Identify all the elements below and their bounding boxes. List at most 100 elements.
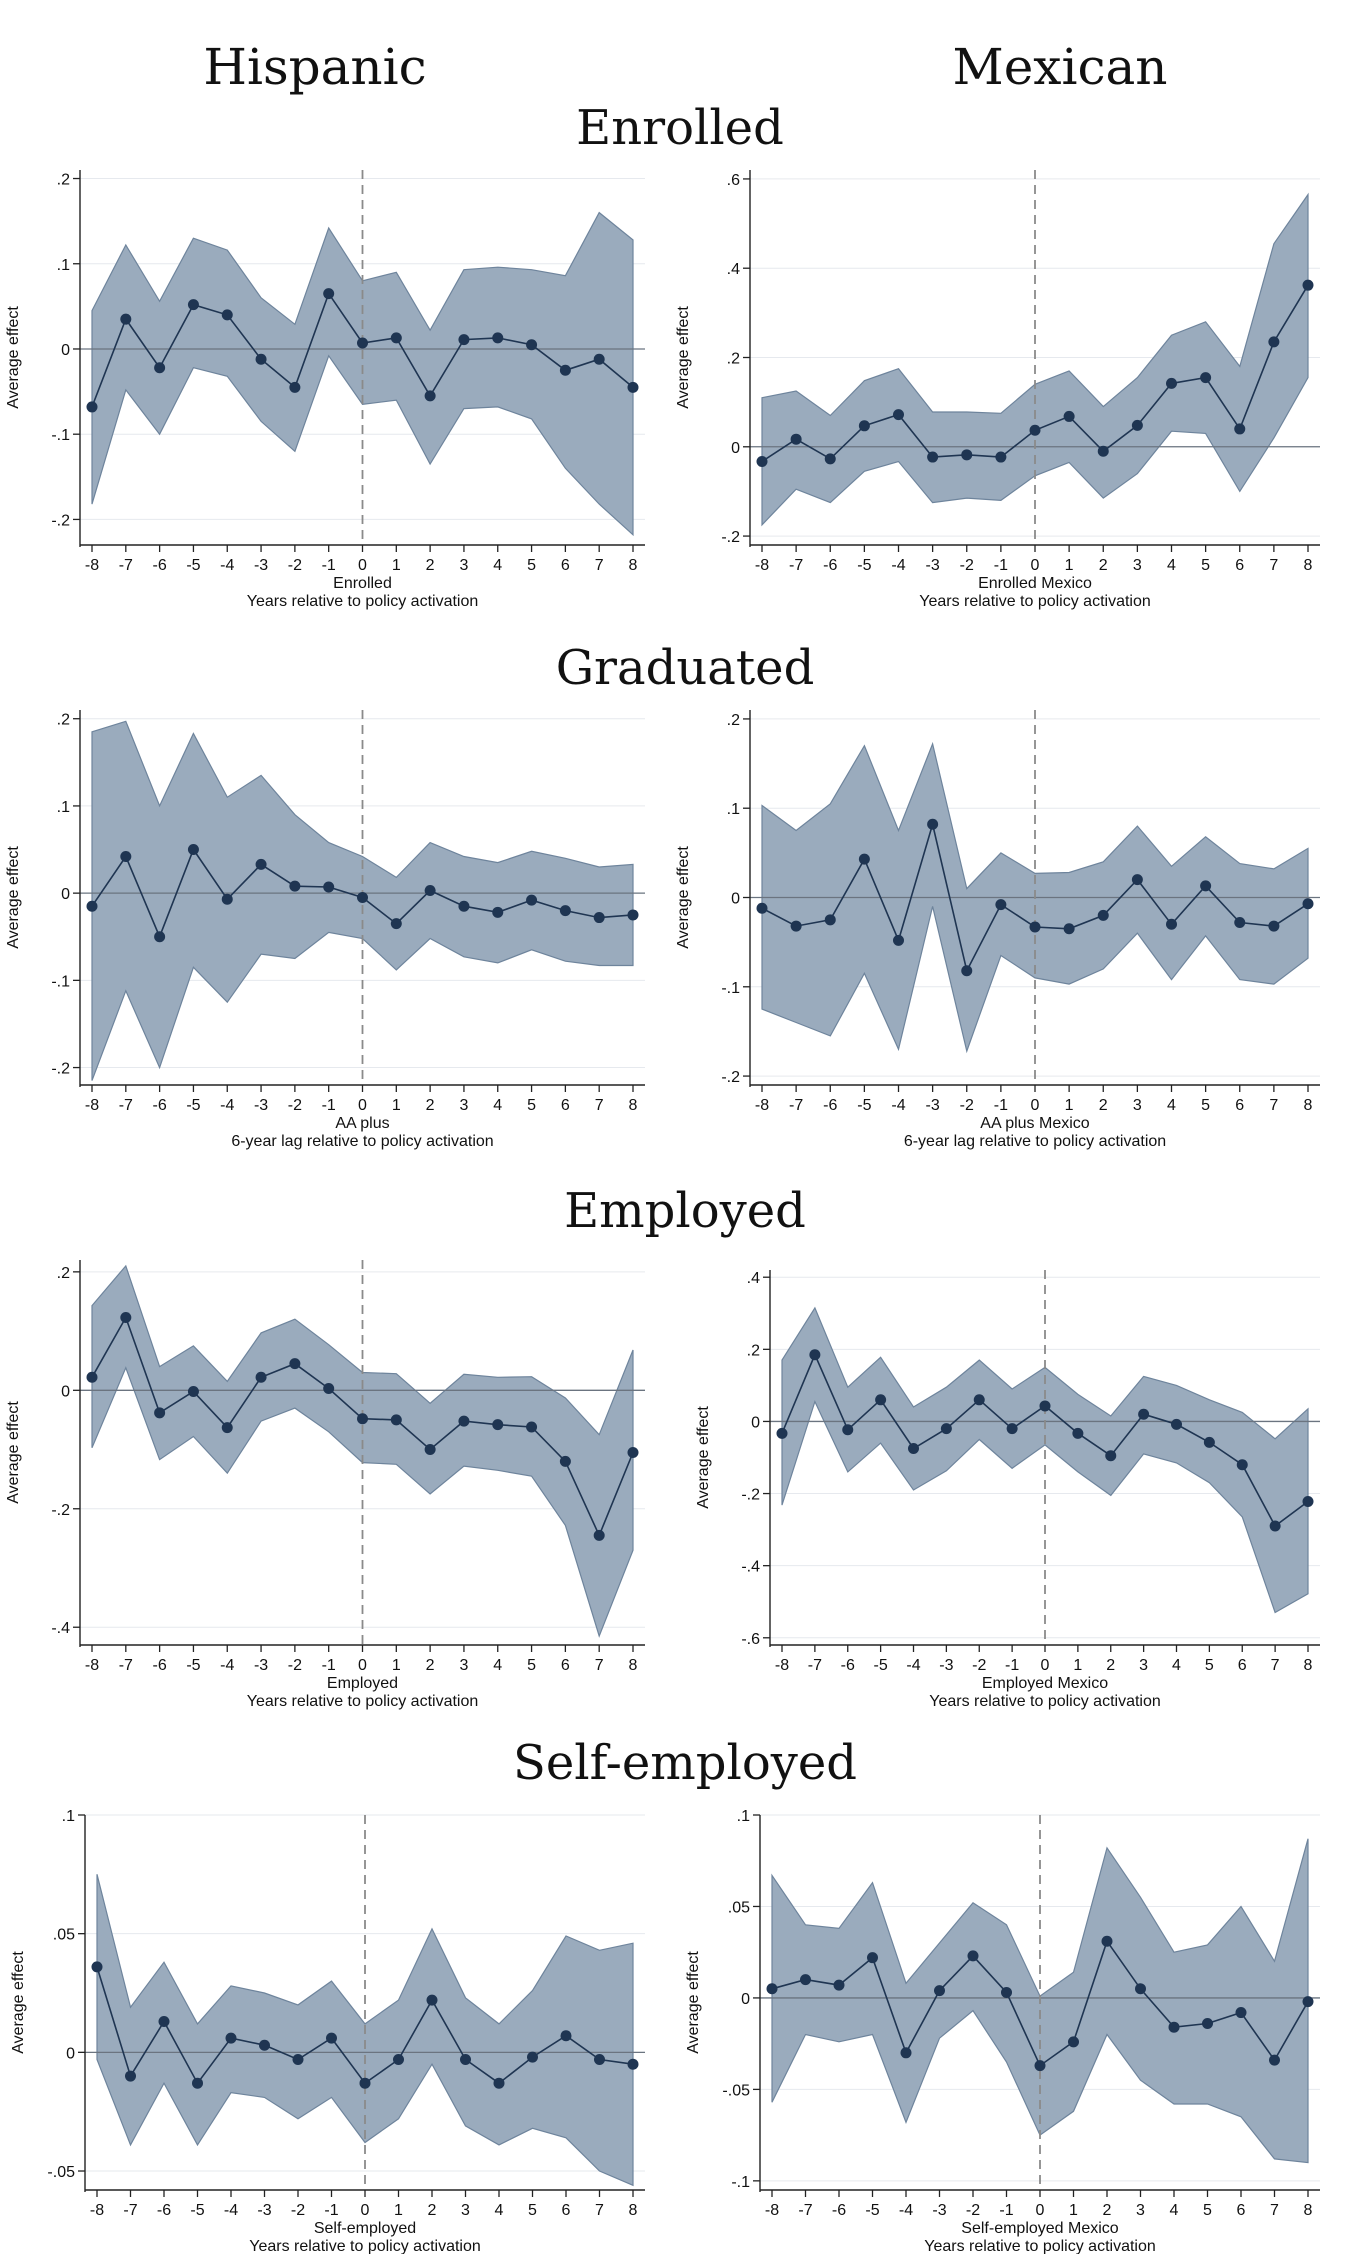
chart-4-xtick-label-11: 3 — [459, 1657, 468, 1674]
chart-6-xtick-label-11: 3 — [461, 2202, 470, 2219]
chart-1-point-14 — [1234, 423, 1246, 435]
chart-7-xtick-label-13: 5 — [1203, 2202, 1212, 2219]
chart-4-xtick-label-4: -4 — [220, 1657, 234, 1674]
chart-2-xtick-label-9: 1 — [392, 1097, 401, 1114]
chart-6-xtick-label-15: 7 — [595, 2202, 604, 2219]
chart-2-xtick-label-11: 3 — [459, 1097, 468, 1114]
chart-7-point-16 — [1302, 1996, 1314, 2008]
chart-7-xtick-label-7: -1 — [999, 2202, 1013, 2219]
chart-7-xtick-label-3: -5 — [865, 2202, 879, 2219]
chart-0-point-7 — [323, 288, 335, 300]
chart-4-point-9 — [390, 1414, 402, 1426]
chart-0-xtick-label-5: -3 — [254, 557, 268, 574]
chart-0-point-10 — [424, 390, 436, 402]
chart-6-xtick-label-4: -4 — [224, 2202, 238, 2219]
chart-1-point-0 — [756, 456, 768, 468]
chart-0-point-11 — [458, 334, 470, 346]
chart-0-xtick-label-3: -5 — [186, 557, 200, 574]
chart-1-xtick-label-6: -2 — [960, 557, 974, 574]
chart-1-confidence-band — [761, 192, 1309, 527]
chart-4-ytick-label-2: 0 — [61, 1383, 70, 1400]
chart-7-xtick-label-1: -7 — [798, 2202, 812, 2219]
chart-3-ytick-label-0: -.2 — [721, 1069, 740, 1086]
chart-3-xtick-label-5: -3 — [926, 1097, 940, 1114]
chart-4-xtick-label-7: -1 — [322, 1657, 336, 1674]
chart-5-xtick-label-13: 5 — [1205, 1657, 1214, 1674]
chart-0-xtick-label-10: 2 — [426, 557, 435, 574]
chart-2-xtick-label-16: 8 — [629, 1097, 638, 1114]
chart-2-point-11 — [458, 900, 470, 912]
column-title-mexican: Mexican — [952, 38, 1168, 96]
chart-1-xtick-label-9: 1 — [1065, 557, 1074, 574]
chart-6-point-3 — [192, 2077, 203, 2089]
chart-3-xtick-label-13: 5 — [1201, 1097, 1210, 1114]
chart-7-point-6 — [967, 1950, 979, 1962]
chart-6-xtick-label-14: 6 — [562, 2202, 571, 2219]
chart-4-confidence-band — [91, 1264, 634, 1638]
chart-1-xtick-label-14: 6 — [1235, 557, 1244, 574]
chart-2-point-16 — [627, 909, 639, 921]
chart-5-point-3 — [875, 1394, 887, 1406]
chart-5-point-11 — [1138, 1408, 1150, 1420]
chart-3-point-4 — [893, 934, 904, 946]
chart-6-point-12 — [493, 2077, 505, 2089]
chart-4-point-3 — [187, 1385, 199, 1397]
chart-3-xtick-label-8: 0 — [1031, 1097, 1040, 1114]
chart-3-xtick-label-14: 6 — [1235, 1097, 1244, 1114]
chart-2-xtick-label-8: 0 — [358, 1097, 367, 1114]
chart-5-ytick-label-1: -.4 — [741, 1559, 760, 1576]
chart-6-ytick-label-1: 0 — [66, 2045, 75, 2062]
chart-3-point-9 — [1063, 923, 1075, 935]
chart-7-point-14 — [1235, 2007, 1247, 2019]
chart-7-xtick-label-0: -8 — [765, 2202, 779, 2219]
chart-3-xtick-label-16: 8 — [1304, 1097, 1313, 1114]
chart-0-point-5 — [255, 353, 267, 365]
chart-7-xtick-label-11: 3 — [1136, 2202, 1145, 2219]
chart-0-ytick-label-0: -.2 — [51, 512, 70, 529]
chart-1-point-6 — [961, 449, 973, 461]
chart-5-xlabel-2: Years relative to policy activation — [929, 1693, 1161, 1710]
chart-2-xtick-label-4: -4 — [220, 1097, 234, 1114]
chart-6-point-7 — [326, 2032, 337, 2044]
chart-0-point-2 — [154, 362, 166, 374]
chart-5-point-8 — [1039, 1400, 1051, 1412]
chart-5-xtick-label-14: 6 — [1238, 1657, 1247, 1674]
chart-1-xtick-label-2: -6 — [823, 557, 837, 574]
chart-2-xlabel-2: 6-year lag relative to policy activation — [231, 1133, 493, 1150]
chart-1-xtick-label-5: -3 — [926, 557, 940, 574]
chart-3-xtick-label-1: -7 — [789, 1097, 803, 1114]
chart-7-xtick-label-5: -3 — [932, 2202, 946, 2219]
chart-4-point-5 — [255, 1371, 267, 1383]
chart-7-xlabel-2: Years relative to policy activation — [924, 2238, 1156, 2254]
chart-6-xtick-label-10: 2 — [428, 2202, 437, 2219]
chart-1-point-12 — [1166, 377, 1177, 389]
chart-7-ytick-label-0: -.1 — [731, 2174, 750, 2191]
chart-7-xtick-label-6: -2 — [966, 2202, 980, 2219]
chart-1-ylabel: Average effect — [675, 306, 692, 409]
chart-3-ytick-label-2: 0 — [731, 891, 740, 908]
chart-5-point-0 — [776, 1427, 788, 1439]
chart-4-xtick-label-15: 7 — [595, 1657, 604, 1674]
chart-4-point-7 — [323, 1383, 335, 1395]
chart-6-point-6 — [292, 2053, 304, 2065]
chart-1-xtick-label-11: 3 — [1133, 557, 1142, 574]
chart-graduated-mexican: -.2 -.1 0 .1 .2 -8 -7 -6 -5 -4 -3 -2 -1 0 1 2 3 4 5 6 7 8 AA p… — [675, 710, 1320, 1150]
chart-0-ytick-label-1: -.1 — [51, 427, 70, 444]
chart-3-xtick-label-11: 3 — [1133, 1097, 1142, 1114]
chart-1-point-11 — [1131, 419, 1143, 431]
chart-1-ytick-label-0: -.2 — [721, 529, 740, 546]
chart-1-xtick-label-1: -7 — [789, 557, 803, 574]
chart-3-xtick-label-7: -1 — [994, 1097, 1008, 1114]
chart-4-point-1 — [120, 1311, 132, 1323]
chart-0-ytick-label-2: 0 — [61, 342, 70, 359]
chart-2-point-1 — [120, 851, 132, 863]
chart-2-xtick-label-7: -1 — [322, 1097, 336, 1114]
chart-2-ytick-label-0: -.2 — [51, 1061, 70, 1078]
chart-6-xlabel: Self-employed — [314, 2220, 416, 2237]
chart-0-point-6 — [289, 381, 301, 393]
chart-3-ytick-label-3: .1 — [727, 801, 740, 818]
chart-0-point-0 — [86, 401, 98, 413]
chart-7-xtick-label-15: 7 — [1270, 2202, 1279, 2219]
chart-1-xtick-label-15: 7 — [1269, 557, 1278, 574]
